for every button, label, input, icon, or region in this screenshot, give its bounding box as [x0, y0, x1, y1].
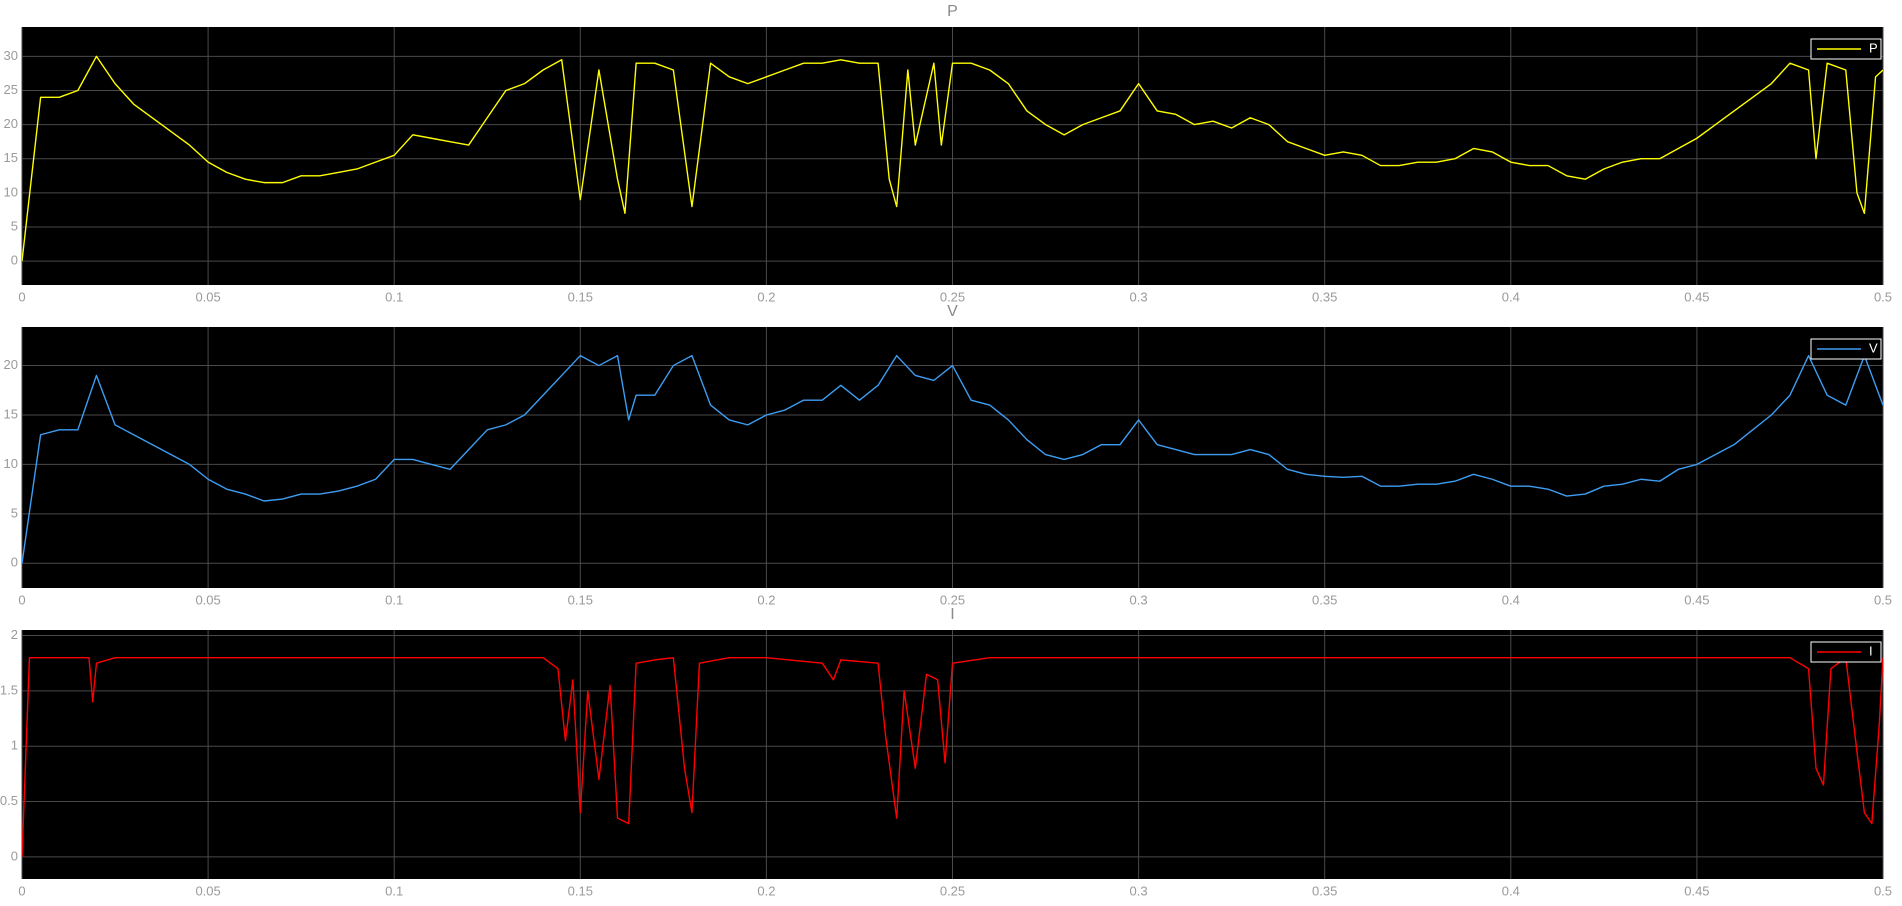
y-tick-label: 10 [4, 456, 18, 471]
y-tick-label: 0.5 [0, 793, 18, 808]
panel: I 0 0.05 0.1 0.15 0.2 0.25 0.3 0.35 0.4 0.45 0.5 0 0.… [0, 606, 1892, 898]
x-tick-label: 0.25 [940, 592, 965, 607]
y-tick-label: 0 [11, 848, 18, 863]
x-tick-label: 0.25 [940, 289, 965, 304]
x-tick-label: 0.15 [568, 289, 593, 304]
x-tick-label: 0 [18, 883, 25, 898]
x-tick-label: 0.15 [568, 883, 593, 898]
x-tick-label: 0.05 [195, 883, 220, 898]
y-tick-label: 15 [4, 406, 18, 421]
panel: P 0 0.05 0.1 0.15 0.2 0.25 0.3 0.35 0.4 0.45 0.5 0 5 1… [4, 3, 1893, 304]
x-tick-label: 0.3 [1130, 883, 1148, 898]
x-tick-label: 0.2 [757, 883, 775, 898]
y-tick-label: 10 [4, 184, 18, 199]
y-tick-label: 0 [11, 253, 18, 268]
y-tick-label: 2 [11, 627, 18, 642]
data-line [22, 354, 1883, 564]
y-tick-label: 30 [4, 48, 18, 63]
y-tick-label: 5 [11, 505, 18, 520]
x-tick-label: 0.45 [1684, 883, 1709, 898]
x-tick-label: 0.3 [1130, 592, 1148, 607]
y-tick-label: 1.5 [0, 682, 18, 697]
x-tick-label: 0.2 [757, 289, 775, 304]
y-tick-label: 25 [4, 82, 18, 97]
y-tick-label: 0 [11, 555, 18, 570]
x-tick-label: 0.4 [1502, 883, 1520, 898]
x-tick-label: 0.3 [1130, 289, 1148, 304]
x-tick-label: 0.05 [195, 592, 220, 607]
data-line [22, 55, 1883, 262]
x-tick-label: 0.5 [1874, 289, 1892, 304]
y-tick-label: 5 [11, 218, 18, 233]
x-tick-label: 0.35 [1312, 883, 1337, 898]
x-tick-label: 0.1 [385, 289, 403, 304]
x-tick-label: 0.35 [1312, 289, 1337, 304]
x-tick-label: 0 [18, 289, 25, 304]
x-tick-label: 0.45 [1684, 592, 1709, 607]
legend-text: V [1869, 340, 1878, 355]
x-tick-label: 0.1 [385, 883, 403, 898]
y-tick-label: 1 [11, 738, 18, 753]
x-tick-label: 0 [18, 592, 25, 607]
x-tick-label: 0.1 [385, 592, 403, 607]
x-tick-label: 0.4 [1502, 289, 1520, 304]
data-line [22, 656, 1883, 857]
legend-text: I [1869, 643, 1873, 658]
x-tick-label: 0.5 [1874, 592, 1892, 607]
x-tick-label: 0.15 [568, 592, 593, 607]
legend-text: P [1869, 40, 1878, 55]
title: I [950, 606, 954, 623]
x-tick-label: 0.5 [1874, 883, 1892, 898]
title: P [947, 3, 958, 20]
x-tick-label: 0.2 [757, 592, 775, 607]
title: V [947, 303, 958, 320]
y-tick-label: 20 [4, 116, 18, 131]
x-tick-label: 0.45 [1684, 289, 1709, 304]
y-tick-label: 20 [4, 357, 18, 372]
y-tick-label: 15 [4, 150, 18, 165]
x-tick-label: 0.4 [1502, 592, 1520, 607]
x-tick-label: 0.05 [195, 289, 220, 304]
x-tick-label: 0.35 [1312, 592, 1337, 607]
x-tick-label: 0.25 [940, 883, 965, 898]
panel: V 0 0.05 0.1 0.15 0.2 0.25 0.3 0.35 0.4 0.45 0.5 0 5 1… [4, 303, 1893, 607]
